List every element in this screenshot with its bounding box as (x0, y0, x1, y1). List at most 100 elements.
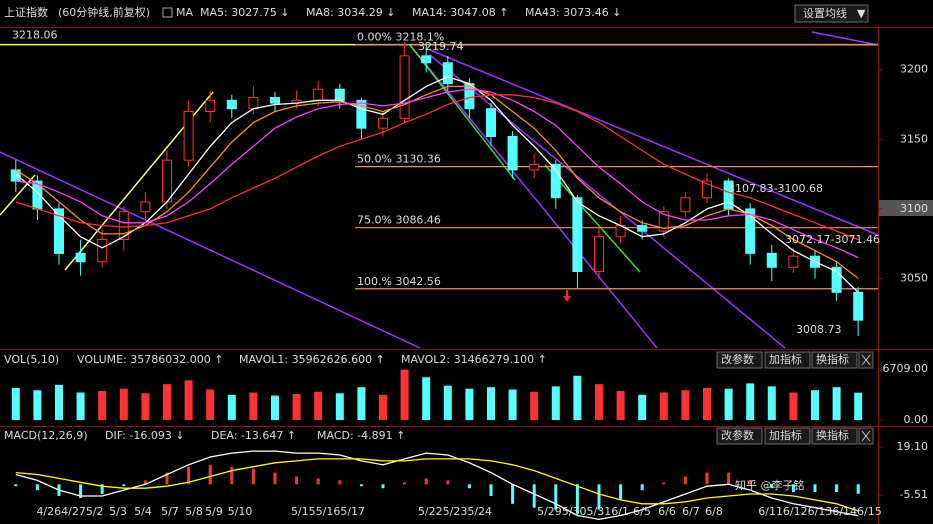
legend-entry: MACD: -4.891 ↑ (317, 429, 405, 442)
panel-button[interactable] (716, 427, 763, 445)
candle-body (788, 255, 799, 268)
candle-body (486, 108, 496, 138)
volume-bar (335, 393, 344, 420)
panel-frames (0, 27, 933, 524)
candle-body (270, 97, 280, 104)
volume-bar (616, 391, 625, 420)
close-icon (861, 354, 871, 366)
checkbox[interactable] (162, 7, 173, 18)
volume-bar (55, 384, 63, 420)
candle-body (680, 197, 691, 213)
ma-legend: MA5: 3027.75 ↓ (200, 6, 289, 19)
price-annotation: 3072.17-3071.46 (785, 233, 880, 246)
legend-entry: VOLUME: 35786032.000 ↑ (77, 353, 223, 366)
volume-bar (659, 392, 668, 420)
volume-bar (227, 394, 236, 420)
macd-line (15, 450, 859, 521)
candle-body (378, 117, 388, 129)
candle-body (831, 266, 842, 293)
x-tick-label: 5/9 (205, 505, 223, 518)
candle-body (442, 62, 453, 85)
panel-button-label: 改参数 (721, 428, 754, 442)
macd-bar (295, 476, 299, 485)
ma-line (15, 88, 859, 259)
fib-label: 0.00% 3218.1% (357, 31, 444, 44)
candle-body (205, 99, 216, 112)
macd-bar (230, 466, 234, 485)
volume-bar (811, 390, 819, 420)
volume-bar (832, 387, 841, 420)
candle-body (658, 211, 669, 232)
volume-bar (141, 393, 150, 420)
macd-bar (187, 466, 191, 485)
candle-body (594, 236, 604, 272)
macd-bar (511, 484, 515, 504)
macd-bar (273, 472, 277, 485)
trend-lines (0, 31, 879, 349)
settings-button[interactable] (794, 4, 869, 23)
macd-bar (619, 484, 623, 500)
volume-bar (508, 389, 517, 420)
volume-bar (703, 387, 711, 420)
fib-label: 50.0% 3130.36 (357, 153, 441, 166)
volume-bar (595, 384, 603, 420)
volume-bar (184, 380, 193, 420)
x-tick-label: 6/8 (705, 505, 723, 518)
candle-body (853, 291, 864, 321)
macd-bar (705, 472, 709, 485)
macd-bar (640, 484, 644, 491)
panel-button[interactable] (811, 427, 858, 445)
panel-button-label: 换指标 (816, 428, 849, 442)
macd-bar (100, 484, 104, 495)
volume-bar (33, 390, 42, 420)
panel-title: VOL(5,10) (4, 353, 59, 366)
volume-bar (422, 377, 431, 420)
panel-button[interactable] (764, 351, 811, 369)
macd-bar (165, 472, 169, 485)
volume-bar (767, 386, 776, 420)
candle-body (226, 99, 237, 110)
volume-bar (465, 388, 474, 420)
panel-button-label: 加指标 (769, 428, 802, 442)
x-tick-label: 6/7 (682, 505, 700, 518)
candle-body (356, 99, 367, 129)
settings-button-label: 设置均线 (803, 6, 847, 20)
fib-label: 100.% 3042.56 (357, 275, 441, 288)
macd-bar (424, 478, 428, 485)
volume-bar (11, 387, 20, 420)
volume-bar (314, 391, 323, 420)
panel-button[interactable] (764, 427, 811, 445)
volume-bar (681, 390, 690, 420)
x-tick-label: 5/10 (228, 505, 253, 518)
macd-line (15, 458, 859, 512)
y-tick-label: 3200 (900, 63, 928, 76)
macd-bar (381, 484, 385, 489)
panel-button[interactable] (716, 351, 763, 369)
candle-body (140, 201, 151, 213)
x-tick-label: 5/4 (134, 505, 152, 518)
ma-legend: MA14: 3047.08 ↑ (412, 6, 508, 19)
candle-body (421, 55, 432, 64)
panel-button[interactable] (811, 351, 858, 369)
volume-bar (163, 384, 171, 420)
price-annotation: 3008.73 (796, 323, 842, 336)
macd-bar (208, 464, 212, 485)
volume-bar (854, 392, 863, 420)
macd-bar (338, 480, 342, 485)
macd-bar (122, 484, 126, 487)
macd-bar (35, 484, 39, 491)
y-tick-label: 19.10 (897, 440, 929, 453)
macd-bar (813, 484, 817, 493)
candle-body (550, 163, 561, 199)
macd-bar (79, 484, 83, 498)
symbol: 上证指数 (4, 5, 48, 19)
macd-bar (403, 482, 407, 485)
volume-bar (206, 389, 215, 420)
x-tick-label: 6/6 (658, 505, 676, 518)
candle-body (248, 97, 259, 110)
legend-entry: MAVOL1: 35962626.600 ↑ (239, 353, 385, 366)
volume-bar (76, 392, 85, 420)
macd-bar (662, 482, 666, 485)
macd-bar (856, 484, 860, 494)
volume-bar (530, 391, 539, 420)
